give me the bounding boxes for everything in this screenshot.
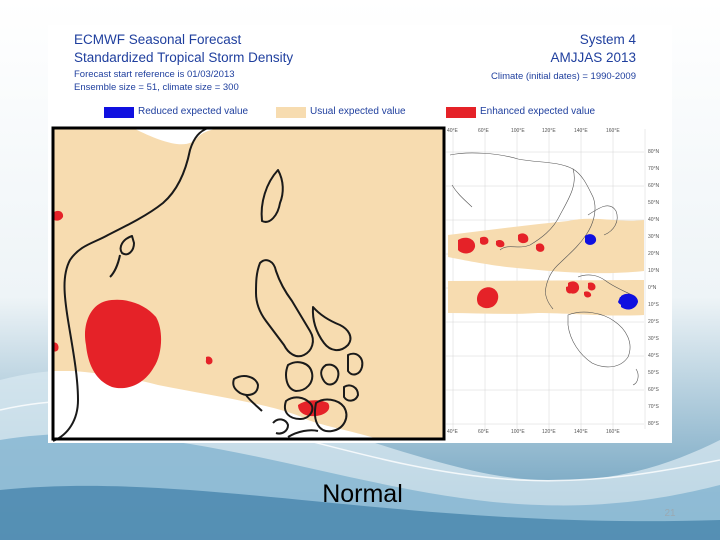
svg-text:20°N: 20°N [648, 251, 660, 257]
svg-text:140°E: 140°E [574, 128, 588, 134]
global-map: 40°E 60°E 100°E 120°E 140°E 160°E 40°E 6… [446, 125, 672, 435]
svg-text:30°S: 30°S [648, 336, 660, 342]
svg-text:80°N: 80°N [648, 149, 660, 155]
lon-tick-labels-bottom: 40°E 60°E 100°E 120°E 140°E 160°E [447, 429, 620, 435]
legend-label-usual: Usual expected value [310, 106, 406, 117]
svg-text:70°S: 70°S [648, 404, 660, 410]
climate-dates-text: Climate (initial dates) = 1990-2009 [491, 71, 636, 82]
svg-text:160°E: 160°E [606, 128, 620, 134]
ensemble-size-text: Ensemble size = 51, climate size = 300 [74, 82, 239, 93]
svg-text:0°N: 0°N [648, 285, 657, 291]
svg-text:80°S: 80°S [648, 421, 660, 427]
inset-enhanced-regions [53, 210, 330, 417]
lat-tick-labels: 80°N 70°N 60°N 50°N 40°N 30°N 20°N 10°N … [648, 149, 660, 427]
page-number: 21 [664, 508, 676, 519]
svg-text:100°E: 100°E [511, 429, 525, 435]
figure-system: System 4 [579, 32, 636, 47]
forecast-figure: ECMWF Seasonal Forecast System 4 Standar… [48, 25, 672, 443]
inset-coastlines [52, 127, 364, 442]
svg-text:40°E: 40°E [447, 128, 459, 134]
svg-text:120°E: 120°E [542, 128, 556, 134]
svg-text:40°N: 40°N [648, 217, 660, 223]
legend-swatch-usual [276, 107, 306, 118]
svg-text:60°E: 60°E [478, 128, 490, 134]
svg-text:60°E: 60°E [478, 429, 490, 435]
slide-caption: Normal [322, 480, 403, 508]
forecast-start-text: Forecast start reference is 01/03/2013 [74, 69, 235, 80]
svg-text:120°E: 120°E [542, 429, 556, 435]
svg-text:60°N: 60°N [648, 183, 660, 189]
svg-text:100°E: 100°E [511, 128, 525, 134]
svg-text:40°E: 40°E [447, 429, 459, 435]
svg-text:10°S: 10°S [648, 302, 660, 308]
legend-label-enhanced: Enhanced expected value [480, 106, 596, 117]
zoom-inset [51, 126, 446, 442]
legend-swatch-reduced [104, 107, 134, 118]
enhanced-regions [458, 233, 596, 309]
inset-white-patch [53, 384, 228, 439]
figure-subtitle: Standardized Tropical Storm Density [74, 50, 294, 65]
figure-season: AMJJAS 2013 [550, 50, 636, 65]
svg-text:50°N: 50°N [648, 200, 660, 206]
svg-text:30°N: 30°N [648, 234, 660, 240]
legend-label-reduced: Reduced expected value [138, 106, 249, 117]
svg-text:160°E: 160°E [606, 429, 620, 435]
svg-text:10°N: 10°N [648, 268, 660, 274]
svg-text:70°N: 70°N [648, 166, 660, 172]
lon-tick-labels-top: 40°E 60°E 100°E 120°E 140°E 160°E [447, 128, 620, 134]
svg-text:40°S: 40°S [648, 353, 660, 359]
reduced-regions [585, 234, 638, 310]
legend-swatch-enhanced [446, 107, 476, 118]
svg-text:60°S: 60°S [648, 387, 660, 393]
svg-text:20°S: 20°S [648, 319, 660, 325]
svg-text:50°S: 50°S [648, 370, 660, 376]
map-area: 40°E 60°E 100°E 120°E 140°E 160°E 40°E 6… [51, 125, 672, 442]
svg-text:140°E: 140°E [574, 429, 588, 435]
global-coastlines [449, 152, 639, 386]
figure-title: ECMWF Seasonal Forecast [74, 32, 242, 47]
